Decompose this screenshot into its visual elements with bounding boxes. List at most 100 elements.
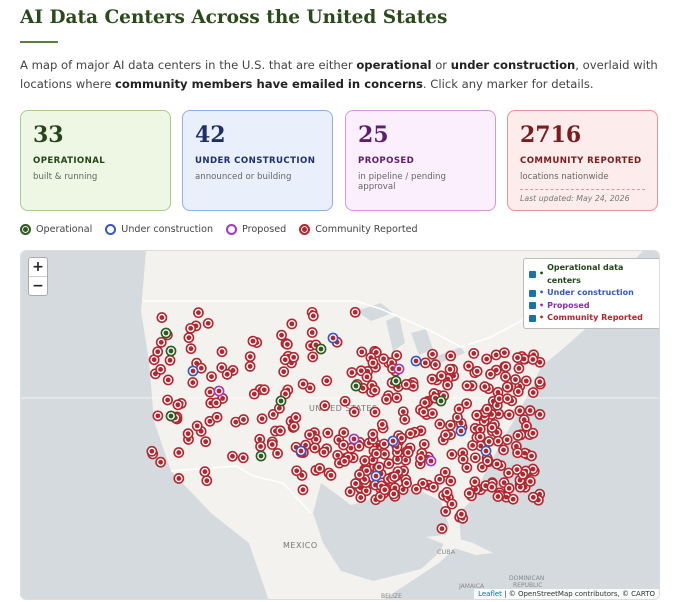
marker-core[interactable]: [448, 478, 454, 484]
marker-core[interactable]: [524, 423, 529, 429]
marker-core[interactable]: [420, 480, 426, 486]
marker[interactable]: [187, 365, 199, 377]
marker[interactable]: [486, 422, 498, 434]
marker[interactable]: [155, 364, 166, 375]
marker-core[interactable]: [439, 373, 444, 379]
marker[interactable]: [211, 411, 223, 423]
marker-core[interactable]: [291, 354, 297, 360]
marker[interactable]: [534, 376, 546, 388]
marker[interactable]: [435, 395, 447, 407]
marker[interactable]: [501, 434, 513, 446]
marker[interactable]: [418, 406, 430, 418]
marker-core[interactable]: [530, 390, 536, 395]
marker-core[interactable]: [515, 450, 521, 456]
marker-core[interactable]: [527, 408, 533, 413]
marker-core[interactable]: [520, 471, 526, 477]
marker-core[interactable]: [399, 435, 404, 441]
marker-core[interactable]: [250, 338, 256, 344]
marker[interactable]: [307, 310, 319, 322]
marker-core[interactable]: [321, 449, 327, 455]
marker-core[interactable]: [364, 374, 370, 380]
marker[interactable]: [155, 456, 167, 468]
marker[interactable]: [185, 322, 197, 334]
marker[interactable]: [452, 412, 463, 423]
marker-core[interactable]: [396, 366, 402, 372]
marker-core[interactable]: [352, 309, 358, 315]
marker[interactable]: [367, 428, 379, 440]
marker-core[interactable]: [363, 488, 369, 494]
marker[interactable]: [369, 406, 381, 418]
marker[interactable]: [471, 365, 483, 377]
marker-core[interactable]: [413, 486, 419, 492]
marker-core[interactable]: [278, 398, 284, 404]
marker-core[interactable]: [501, 480, 507, 486]
marker-core[interactable]: [167, 357, 173, 363]
marker[interactable]: [348, 433, 360, 445]
marker-core[interactable]: [382, 487, 388, 493]
marker-core[interactable]: [347, 489, 353, 495]
marker[interactable]: [314, 463, 326, 474]
marker-core[interactable]: [373, 350, 379, 355]
marker-core[interactable]: [353, 481, 358, 486]
marker[interactable]: [160, 327, 172, 339]
marker-core[interactable]: [359, 349, 365, 355]
marker-core[interactable]: [291, 424, 297, 430]
marker[interactable]: [492, 491, 504, 502]
marker-core[interactable]: [472, 479, 478, 485]
marker-core[interactable]: [390, 438, 396, 444]
marker-core[interactable]: [407, 431, 413, 437]
marker[interactable]: [344, 486, 356, 498]
marker-core[interactable]: [402, 417, 408, 422]
marker[interactable]: [216, 362, 228, 373]
marker-core[interactable]: [312, 445, 318, 451]
marker-core[interactable]: [372, 387, 378, 393]
marker-core[interactable]: [196, 310, 201, 316]
marker-core[interactable]: [190, 380, 196, 385]
marker[interactable]: [534, 408, 546, 420]
marker[interactable]: [356, 346, 368, 358]
marker-core[interactable]: [294, 468, 300, 474]
marker-core[interactable]: [158, 459, 164, 465]
marker[interactable]: [162, 374, 174, 386]
marker[interactable]: [415, 452, 427, 464]
marker[interactable]: [373, 461, 385, 473]
marker-core[interactable]: [458, 511, 464, 517]
marker-core[interactable]: [155, 413, 161, 419]
marker-core[interactable]: [474, 412, 480, 418]
marker[interactable]: [361, 371, 373, 383]
marker-core[interactable]: [404, 480, 409, 486]
marker[interactable]: [210, 397, 222, 409]
marker-core[interactable]: [241, 417, 246, 422]
marker[interactable]: [512, 386, 524, 397]
marker[interactable]: [338, 439, 349, 451]
marker-core[interactable]: [353, 383, 359, 389]
marker-core[interactable]: [335, 452, 341, 458]
marker-core[interactable]: [317, 466, 323, 471]
marker[interactable]: [346, 367, 358, 378]
marker[interactable]: [244, 351, 256, 362]
marker-core[interactable]: [362, 477, 368, 482]
marker-core[interactable]: [493, 352, 499, 358]
marker-core[interactable]: [310, 313, 316, 319]
marker-core[interactable]: [433, 362, 438, 368]
marker[interactable]: [503, 482, 515, 494]
marker-core[interactable]: [342, 458, 347, 464]
marker[interactable]: [379, 484, 391, 496]
marker-core[interactable]: [149, 448, 155, 454]
marker-core[interactable]: [464, 383, 470, 389]
marker[interactable]: [213, 385, 225, 397]
marker-core[interactable]: [448, 353, 454, 359]
marker[interactable]: [201, 475, 213, 487]
marker-core[interactable]: [422, 360, 428, 366]
marker[interactable]: [499, 347, 510, 359]
marker-core[interactable]: [309, 330, 315, 335]
marker[interactable]: [455, 425, 467, 437]
marker-core[interactable]: [530, 466, 536, 472]
marker[interactable]: [393, 363, 405, 375]
marker[interactable]: [307, 351, 319, 363]
marker[interactable]: [455, 508, 467, 520]
marker[interactable]: [191, 420, 203, 432]
marker-core[interactable]: [464, 401, 470, 406]
marker-core[interactable]: [394, 395, 400, 401]
marker-core[interactable]: [413, 358, 419, 364]
